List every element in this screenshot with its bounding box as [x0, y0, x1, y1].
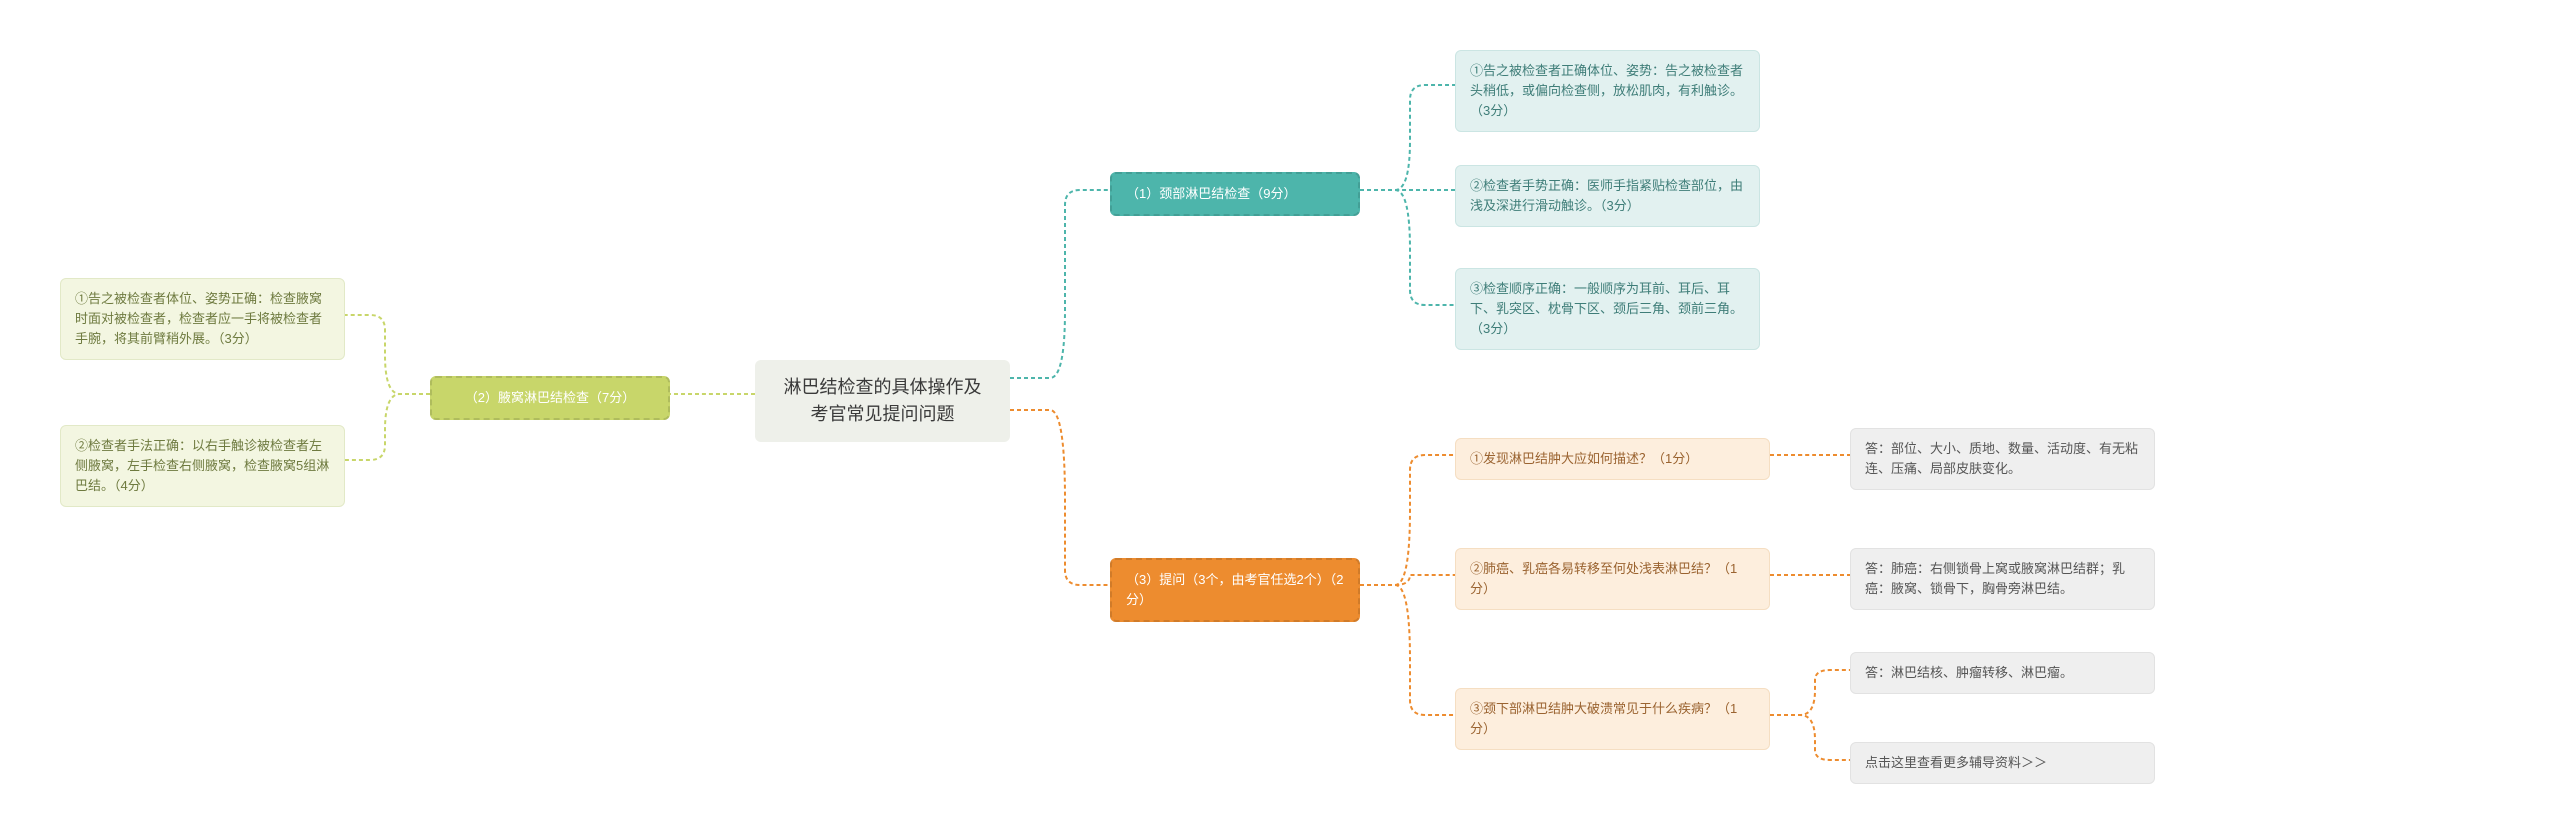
branch-1-title: （1）颈部淋巴结检查（9分） — [1126, 186, 1296, 201]
branch-2-leaf-2-text: ②检查者手法正确：以右手触诊被检查者左侧腋窝，左手检查右侧腋窝，检查腋窝5组淋巴… — [75, 438, 329, 493]
branch-3-q2-text: ②肺癌、乳癌各易转移至何处浅表淋巴结？（1分） — [1470, 561, 1737, 596]
branch-3-q3: ③颈下部淋巴结肿大破溃常见于什么疾病？（1分） — [1455, 688, 1770, 750]
branch-2-title: （2）腋窝淋巴结检查（7分） — [465, 390, 635, 405]
root-node: 淋巴结检查的具体操作及考官常见提问问题 — [755, 360, 1010, 442]
branch-1-leaf-3-text: ③检查顺序正确：一般顺序为耳前、耳后、耳下、乳突区、枕骨下区、颈后三角、颈前三角… — [1470, 281, 1743, 336]
branch-3-title: （3）提问（3个，由考官任选2个）（2分） — [1126, 572, 1343, 607]
branch-3-more-link[interactable]: 点击这里查看更多辅导资料＞＞ — [1850, 742, 2155, 784]
branch-2-leaf-2: ②检查者手法正确：以右手触诊被检查者左侧腋窝，左手检查右侧腋窝，检查腋窝5组淋巴… — [60, 425, 345, 507]
branch-3-q1: ①发现淋巴结肿大应如何描述？（1分） — [1455, 438, 1770, 480]
branch-3-a1: 答：部位、大小、质地、数量、活动度、有无粘连、压痛、局部皮肤变化。 — [1850, 428, 2155, 490]
branch-1-leaf-2-text: ②检查者手势正确：医师手指紧贴检查部位，由浅及深进行滑动触诊。（3分） — [1470, 178, 1743, 213]
branch-3: （3）提问（3个，由考官任选2个）（2分） — [1110, 558, 1360, 622]
branch-1-leaf-3: ③检查顺序正确：一般顺序为耳前、耳后、耳下、乳突区、枕骨下区、颈后三角、颈前三角… — [1455, 268, 1760, 350]
branch-3-a2-text: 答：肺癌：右侧锁骨上窝或腋窝淋巴结群；乳癌：腋窝、锁骨下，胸骨旁淋巴结。 — [1865, 561, 2125, 596]
branch-2-leaf-1: ①告之被检查者体位、姿势正确：检查腋窝时面对被检查者，检查者应一手将被检查者手腕… — [60, 278, 345, 360]
connector-layer — [0, 0, 2560, 837]
branch-3-a1-text: 答：部位、大小、质地、数量、活动度、有无粘连、压痛、局部皮肤变化。 — [1865, 441, 2138, 476]
branch-1-leaf-2: ②检查者手势正确：医师手指紧贴检查部位，由浅及深进行滑动触诊。（3分） — [1455, 165, 1760, 227]
branch-1-leaf-1-text: ①告之被检查者正确体位、姿势：告之被检查者头稍低，或偏向检查侧，放松肌肉，有利触… — [1470, 63, 1743, 118]
branch-3-a3: 答：淋巴结核、肿瘤转移、淋巴瘤。 — [1850, 652, 2155, 694]
branch-3-q2: ②肺癌、乳癌各易转移至何处浅表淋巴结？（1分） — [1455, 548, 1770, 610]
branch-3-q1-text: ①发现淋巴结肿大应如何描述？（1分） — [1470, 451, 1698, 466]
branch-2: （2）腋窝淋巴结检查（7分） — [430, 376, 670, 420]
branch-1-leaf-1: ①告之被检查者正确体位、姿势：告之被检查者头稍低，或偏向检查侧，放松肌肉，有利触… — [1455, 50, 1760, 132]
branch-1: （1）颈部淋巴结检查（9分） — [1110, 172, 1360, 216]
branch-3-more-text: 点击这里查看更多辅导资料＞＞ — [1865, 755, 2047, 770]
branch-3-a3-text: 答：淋巴结核、肿瘤转移、淋巴瘤。 — [1865, 665, 2073, 680]
branch-2-leaf-1-text: ①告之被检查者体位、姿势正确：检查腋窝时面对被检查者，检查者应一手将被检查者手腕… — [75, 291, 322, 346]
branch-3-a2: 答：肺癌：右侧锁骨上窝或腋窝淋巴结群；乳癌：腋窝、锁骨下，胸骨旁淋巴结。 — [1850, 548, 2155, 610]
branch-3-q3-text: ③颈下部淋巴结肿大破溃常见于什么疾病？（1分） — [1470, 701, 1737, 736]
root-title: 淋巴结检查的具体操作及考官常见提问问题 — [784, 377, 982, 424]
